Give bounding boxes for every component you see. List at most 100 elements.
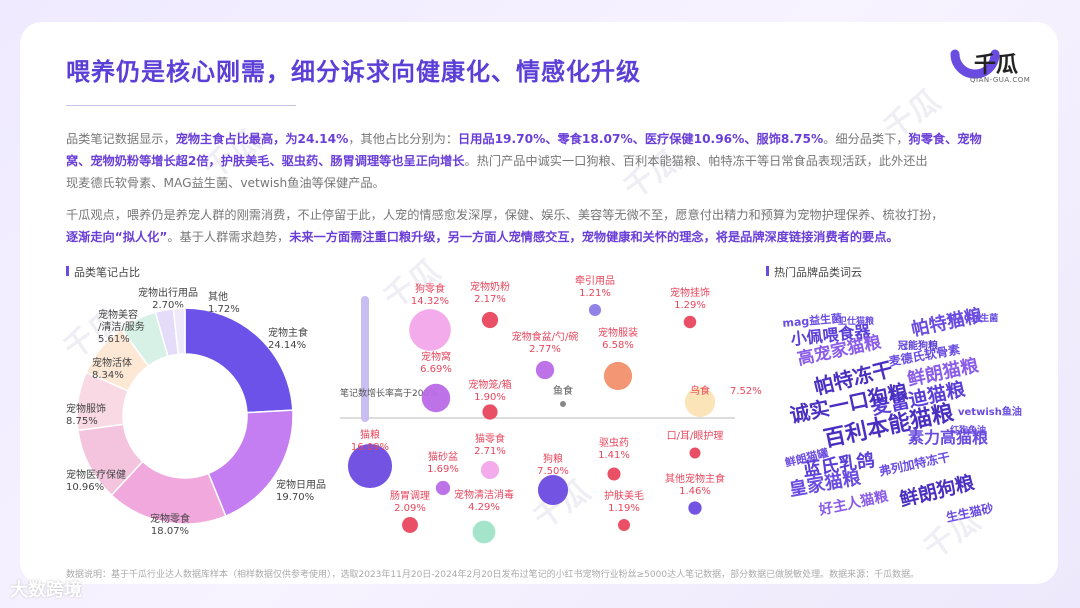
bubble-name: 口/耳/眼护理 [667, 429, 724, 442]
donut-slice-name: 宠物出行用品 [138, 286, 198, 299]
bubble-name: 狗零食 [415, 282, 445, 295]
bubble-value: 2.09% [394, 503, 426, 514]
bubble-value: 16.09% [351, 442, 389, 453]
bubble [618, 519, 630, 531]
donut-slice-name: 宠物医疗保健 [66, 468, 126, 481]
paragraph-segment: 。基于人群需求趋势， [167, 230, 290, 244]
wordcloud-word: 冠能狗粮 [898, 341, 938, 352]
bubble [603, 361, 633, 391]
bubble-value: 1.29% [674, 300, 706, 311]
bubble-value: 1.69% [427, 464, 459, 475]
donut-slice-value: 1.72% [208, 304, 240, 315]
logo-text: 千瓜 [974, 53, 1019, 78]
donut-slice-name: 宠物活体 [92, 356, 132, 369]
donut-slice [172, 307, 186, 356]
bubble-name: 护肤美毛 [604, 489, 644, 502]
paragraph1-line2: 窝、宠物奶粉等增长超2倍，护肤美毛、驱虫药、肠胃调理等也呈正向增长。热门产品中诚… [66, 150, 1032, 172]
bubble-value: 4.29% [468, 502, 500, 513]
qiangua-logo-icon [950, 49, 1000, 79]
donut-slice-value: 8.75% [66, 416, 98, 427]
bubble [409, 309, 451, 351]
bubble-value: 7.50% [537, 466, 569, 477]
donut-slice-value: 2.70% [152, 300, 184, 311]
bubble [689, 447, 701, 459]
threshold-marker [560, 401, 566, 407]
paragraph-segment: 未来一方面需注重口粮升级，另一方面人宠情感交互，宠物健康和关怀的理念，将是品牌深… [289, 230, 899, 244]
paragraph-segment: 品类笔记数据显示， [66, 132, 176, 146]
bubble [402, 517, 418, 533]
paragraph-segment: 千瓜观点，喂养仍是养宠人群的刚需消费，不止停留于此，人宠的情感愈发深厚，保健、娱… [66, 208, 944, 222]
bubble [481, 311, 499, 329]
bubble-name: 宠物窝 [421, 350, 451, 363]
bubble-name: 肠胃调理 [390, 490, 430, 502]
bubble-value: 2.71% [474, 446, 506, 457]
bubble-name: 猫零食 [475, 432, 505, 445]
wordcloud-word: MAG益生菌 [948, 314, 999, 324]
bubble-name: 宠物食盆/勺/碗 [512, 330, 579, 343]
bubble [688, 501, 702, 515]
bubble [683, 315, 697, 329]
bubble-name: 宠物服装 [598, 326, 638, 339]
bubble [684, 386, 716, 418]
bubble-value: 6.69% [420, 364, 452, 375]
donut-slice-value: 24.14% [268, 340, 306, 351]
donut-slice-name: 宠物日用品 [276, 478, 326, 491]
bubble [607, 467, 621, 481]
bubble [421, 383, 451, 413]
wordcloud-section-label: 热门品牌品类词云 [766, 264, 862, 280]
donut-slice-value: 19.70% [276, 492, 314, 503]
threshold-label: 鱼食 [553, 384, 573, 397]
wordcloud-word: 卫仕猫粮 [838, 317, 875, 327]
bubble-name: 狗粮 [543, 452, 563, 465]
donut-slice-name: 宠物主食 [268, 326, 308, 339]
bubble-name: 鸟食 [690, 384, 710, 397]
paragraph-segment: 。热门产品中诚实一口狗粮、百利本能猫粮、帕特冻干等日常食品表现活跃，此外还出 [464, 154, 928, 168]
bubble-value: 7.52% [730, 386, 762, 397]
footer-note: 数据说明：基于千瓜行业达人数据库样本（相样数据仅供参考使用），选取2023年11… [66, 570, 920, 580]
paragraph-segment: 逐渐走向“拟人化” [66, 230, 168, 244]
paragraph2-line2: 逐渐走向“拟人化”。基于人群需求趋势，未来一方面需注重口粮升级，另一方面人宠情感… [66, 226, 1032, 248]
paragraph-segment: 窝、宠物奶粉等增长超2倍，护肤美毛、驱虫药、肠胃调理等也呈正向增长 [66, 154, 465, 168]
donut-slice-value: 5.61% [98, 334, 130, 345]
bubble-value: 1.19% [608, 503, 640, 514]
bubble [537, 474, 569, 506]
paragraph2-line1: 千瓜观点，喂养仍是养宠人群的刚需消费，不止停留于此，人宠的情感愈发深厚，保健、娱… [66, 204, 1032, 226]
paragraph-segment: 日用品19.70%、零食18.07%、医疗保健10.96%、服饰8.75% [458, 132, 824, 146]
bubble-name: 猫粮 [360, 428, 380, 441]
bubble-name: 牵引用品 [575, 275, 615, 287]
wordcloud-word: 素力高猫粮 [908, 428, 989, 447]
bubble-value: 1.21% [579, 288, 611, 299]
bubble-name: 宠物挂饰 [670, 286, 710, 299]
bubble-name: 驱虫药 [599, 437, 629, 449]
wordcloud-word: vetwish鱼油 [958, 407, 1022, 418]
bubble-value: 14.32% [411, 296, 449, 307]
paragraph-segment: 宠物主食占比最高，为24.14% [175, 132, 349, 146]
paragraph-segment: 。细分品类下， [823, 132, 909, 146]
bubble [482, 404, 498, 420]
paragraph-segment: ，其他占比分别为： [348, 132, 459, 146]
bubble-name: 宠物奶粉 [470, 280, 510, 293]
bubble-name: 其他宠物主食 [665, 472, 725, 485]
bubble-value: 2.77% [529, 344, 561, 355]
donut-slice-name: 宠物美容/清洁/服务 [98, 308, 145, 333]
wordcloud-word: 红狗鱼油 [950, 426, 987, 436]
growth-note: 笔记数增长率高于200% [340, 387, 438, 399]
donut-slice-name: 宠物服饰 [66, 402, 106, 415]
title-divider [66, 105, 296, 106]
paragraph1-line3: 现麦德氏软骨素、MAG益生菌、vetwish鱼油等保健产品。 [66, 172, 1032, 194]
bubble-name: 宠物清洁消毒 [454, 488, 514, 501]
bubble [435, 480, 451, 496]
bubble-name: 猫砂盆 [428, 450, 458, 463]
bubble-value: 1.46% [679, 486, 711, 497]
donut-section-label: 品类笔记占比 [66, 264, 140, 280]
donut-slice-value: 10.96% [66, 482, 104, 493]
donut-slice-name: 其他 [208, 290, 228, 303]
bubble [347, 443, 393, 489]
bubble [480, 460, 500, 480]
footer-brand: 大数跨境 [10, 580, 82, 601]
donut-slice-value: 8.34% [92, 370, 124, 381]
bubble-value: 6.58% [602, 340, 634, 351]
paragraph1-line1: 品类笔记数据显示，宠物主食占比最高，为24.14%，其他占比分别为：日用品19.… [66, 128, 1032, 150]
paragraph-segment: 狗零食、宠物 [908, 132, 982, 146]
